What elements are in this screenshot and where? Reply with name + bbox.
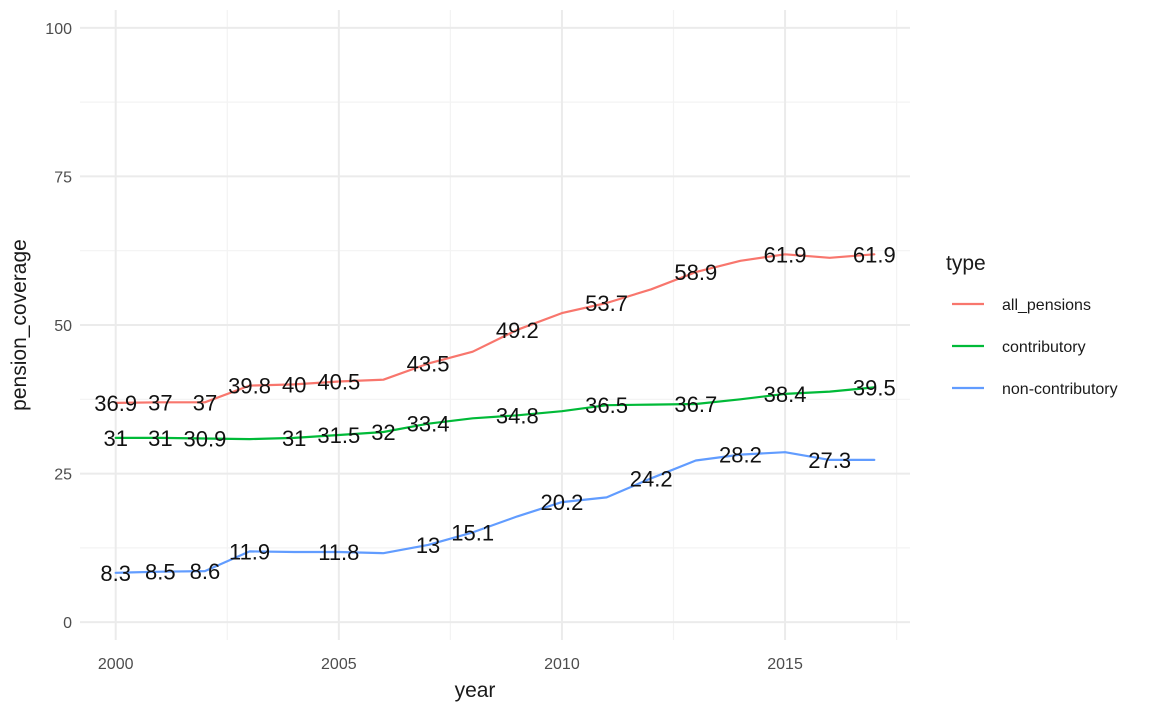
data-label-non-contributory: 8.5 <box>145 560 176 585</box>
data-label-non-contributory: 28.2 <box>719 443 762 468</box>
data-label-contributory: 31 <box>282 426 306 451</box>
series-lines <box>114 253 876 574</box>
x-tick-label: 2010 <box>544 656 580 673</box>
data-label-contributory: 36.5 <box>585 393 628 418</box>
major-gridlines <box>80 10 910 640</box>
data-label-non-contributory: 15.1 <box>451 520 494 545</box>
y-tick-label: 100 <box>45 21 72 38</box>
x-axis-ticks: 2000 2005 2010 2015 <box>98 656 803 673</box>
data-label-contributory: 36.7 <box>674 392 717 417</box>
data-label-all-pensions: 43.5 <box>407 352 450 377</box>
legend-label-all-pensions: all_pensions <box>1002 297 1091 314</box>
y-tick-label: 0 <box>63 615 72 632</box>
data-label-all-pensions: 53.7 <box>585 291 628 316</box>
data-label-non-contributory: 27.3 <box>808 448 851 473</box>
legend-title: type <box>946 252 986 275</box>
legend-label-non-contributory: non-contributory <box>1002 381 1118 398</box>
data-label-contributory: 34.8 <box>496 403 539 428</box>
y-axis-ticks: 0 25 50 75 100 <box>45 21 72 632</box>
y-tick-label: 75 <box>54 169 72 186</box>
series-line-non-contributory <box>114 451 876 574</box>
y-tick-label: 25 <box>54 467 72 484</box>
x-axis-title: year <box>455 679 496 702</box>
data-label-all-pensions: 37 <box>148 390 172 415</box>
data-label-contributory: 38.4 <box>764 382 807 407</box>
x-tick-label: 2015 <box>767 656 803 673</box>
data-label-non-contributory: 8.6 <box>190 559 221 584</box>
data-label-non-contributory: 13 <box>416 533 440 558</box>
data-label-all-pensions: 37 <box>193 390 217 415</box>
legend: type all_pensions contributory non-contrib… <box>946 252 1118 398</box>
data-label-contributory: 31.5 <box>317 423 360 448</box>
data-label-contributory: 32 <box>371 420 395 445</box>
x-tick-label: 2000 <box>98 656 134 673</box>
data-label-non-contributory: 20.2 <box>541 490 584 515</box>
data-label-non-contributory: 11.9 <box>229 539 270 564</box>
legend-items: all_pensions contributory non-contributory <box>952 297 1118 398</box>
series-line-contributory <box>114 386 876 441</box>
data-label-contributory: 31 <box>148 426 172 451</box>
minor-gridlines <box>80 10 910 640</box>
data-label-non-contributory: 8.3 <box>100 561 131 586</box>
data-label-contributory: 30.9 <box>184 427 227 452</box>
data-label-all-pensions: 40.5 <box>317 369 360 394</box>
data-label-all-pensions: 39.8 <box>228 374 271 399</box>
data-label-contributory: 39.5 <box>853 375 896 400</box>
data-label-contributory: 31 <box>103 426 127 451</box>
series-line-all-pensions <box>114 253 876 404</box>
data-label-all-pensions: 36.9 <box>94 391 137 416</box>
data-label-non-contributory: 11.8 <box>318 540 359 565</box>
x-tick-label: 2005 <box>321 656 357 673</box>
data-label-non-contributory: 24.2 <box>630 466 673 491</box>
data-labels: 36.9 37 37 39.8 40 40.5 43.5 49.2 53.7 58.9 61.9 61… <box>94 242 895 586</box>
data-label-all-pensions: 61.9 <box>764 242 807 267</box>
y-tick-label: 50 <box>54 318 72 335</box>
data-label-all-pensions: 40 <box>282 372 306 397</box>
data-label-contributory: 33.4 <box>407 412 450 437</box>
y-axis-title: pension_coverage <box>8 239 31 411</box>
legend-label-contributory: contributory <box>1002 339 1086 356</box>
data-label-all-pensions: 58.9 <box>674 260 717 285</box>
data-label-all-pensions: 61.9 <box>853 242 896 267</box>
data-label-all-pensions: 49.2 <box>496 318 539 343</box>
